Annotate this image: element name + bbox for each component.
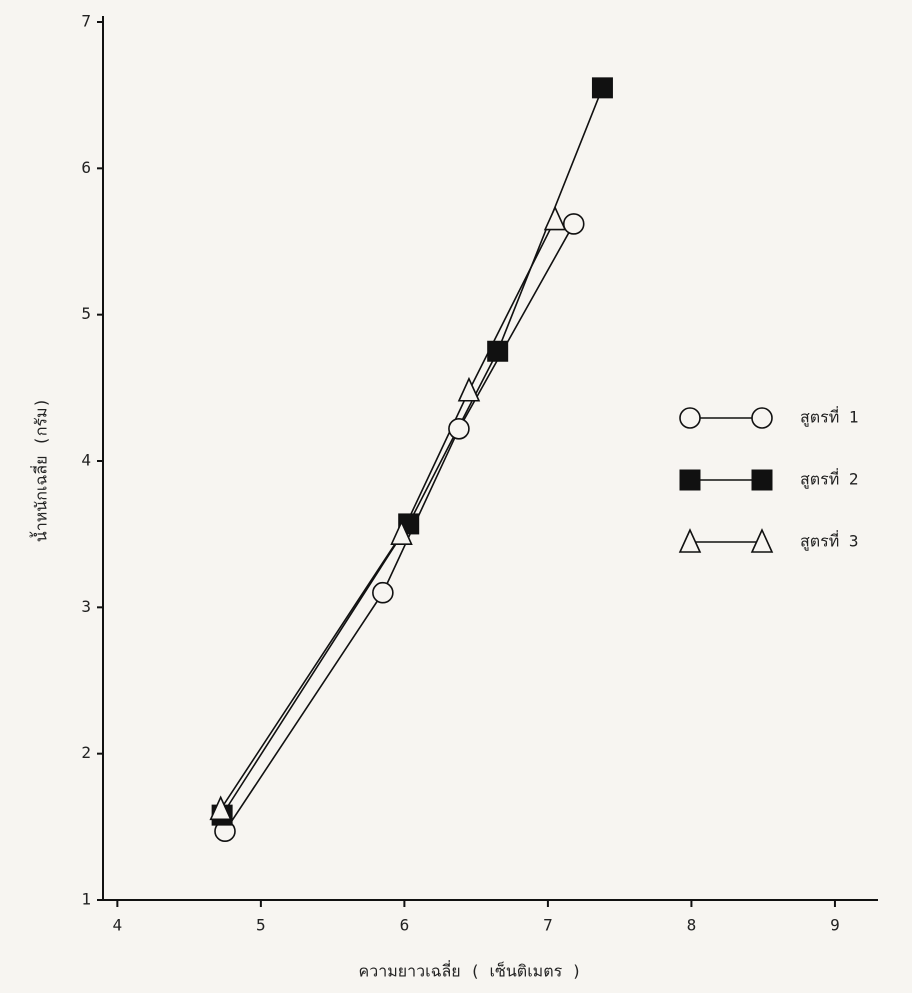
legend-marker <box>680 408 700 428</box>
legend-marker <box>680 530 700 552</box>
legend-marker <box>752 530 772 552</box>
marker <box>564 214 584 234</box>
legend-label: สูตรที่ 3 <box>800 530 859 552</box>
x-tick-label: 8 <box>687 916 697 935</box>
x-tick-label: 7 <box>543 916 553 935</box>
marker <box>488 341 508 361</box>
x-tick-label: 4 <box>113 916 123 935</box>
x-tick-label: 9 <box>830 916 840 935</box>
y-tick-label: 6 <box>81 158 91 177</box>
y-tick-label: 4 <box>81 451 91 470</box>
marker <box>459 379 479 401</box>
legend-marker <box>752 470 772 490</box>
legend-marker <box>680 470 700 490</box>
y-tick-label: 1 <box>81 890 91 909</box>
x-tick-label: 5 <box>256 916 266 935</box>
legend-marker <box>752 408 772 428</box>
series-line <box>221 220 555 810</box>
chart: ความยาวเฉลี่ย ( เซ็นติเมตร ) น้ำหนักเฉลี… <box>0 0 912 993</box>
marker <box>545 208 565 230</box>
series-line <box>222 88 602 815</box>
legend-label: สูตรที่ 1 <box>800 406 859 428</box>
y-tick-label: 2 <box>81 743 91 762</box>
y-tick-label: 5 <box>81 304 91 323</box>
y-tick-label: 7 <box>81 12 91 31</box>
marker <box>373 583 393 603</box>
marker <box>592 78 612 98</box>
x-tick-label: 6 <box>400 916 410 935</box>
marker <box>449 419 469 439</box>
y-tick-label: 3 <box>81 597 91 616</box>
legend-label: สูตรที่ 2 <box>800 468 859 490</box>
x-axis-label: ความยาวเฉลี่ย ( เซ็นติเมตร ) <box>359 960 582 981</box>
y-axis-label: น้ำหนักเฉลี่ย (กรัม) <box>30 398 51 542</box>
